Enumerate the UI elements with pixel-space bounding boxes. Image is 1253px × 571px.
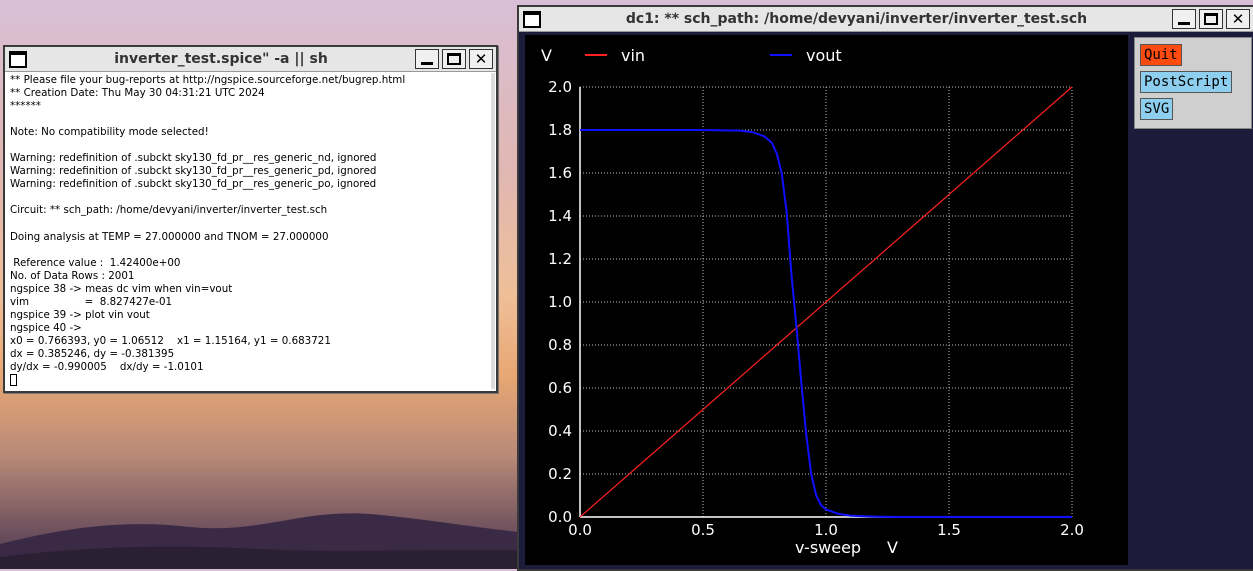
series-vout-line xyxy=(580,129,1072,518)
minimize-icon[interactable] xyxy=(415,49,439,69)
terminal-line xyxy=(10,218,491,231)
postscript-button[interactable]: PostScript xyxy=(1140,71,1233,93)
y-axis-label: V xyxy=(541,46,552,65)
terminal-line: dx = 0.385246, dy = -0.381395 xyxy=(10,347,175,360)
background-hills xyxy=(0,513,540,569)
terminal-line: dy/dx = -0.990005 dx/dy = -1.0101 xyxy=(10,361,204,374)
terminal-line: ****** xyxy=(10,100,41,113)
y-tick-label: 0.0 xyxy=(548,508,572,526)
terminal-line: ngspice 40 -> xyxy=(10,321,82,334)
series-vin-line xyxy=(579,86,1073,518)
y-tick-label: 1.2 xyxy=(548,250,572,268)
minimize-icon[interactable] xyxy=(1172,9,1196,29)
terminal-line: ** Please file your bug-reports at http:… xyxy=(10,74,406,86)
x-tick-label: 0.5 xyxy=(691,521,715,539)
y-tick-label: 0.6 xyxy=(548,379,572,397)
y-tick-label: 1.6 xyxy=(548,164,572,182)
window-menu-icon[interactable] xyxy=(9,50,27,68)
close-icon[interactable]: ✕ xyxy=(469,49,493,69)
x-axis-label: v-sweep xyxy=(795,538,861,557)
quit-button[interactable]: Quit xyxy=(1140,44,1182,66)
y-tick-label: 0.8 xyxy=(548,336,572,354)
maximize-icon[interactable] xyxy=(1199,9,1223,29)
terminal-line: ngspice 39 -> plot vin vout xyxy=(10,308,150,321)
terminal-cursor-line xyxy=(10,374,491,388)
x-tick-label: 0.0 xyxy=(568,521,592,539)
terminal-line: Warning: redefinition of .subckt sky130_… xyxy=(10,165,377,178)
plot-window[interactable]: dc1: ** sch_path: /home/devyani/inverter… xyxy=(517,5,1253,571)
terminal-line: Doing analysis at TEMP = 27.000000 and T… xyxy=(10,230,329,243)
y-tick-label: 2.0 xyxy=(548,78,572,96)
plot-area[interactable]: 0.0 0.5 1.0 1.5 2.0 0.0 0.2 0.4 0.6 0.8 1.0 1.2 1.4 1… xyxy=(525,35,1128,565)
terminal-line: Reference value : 1.42400e+00 xyxy=(10,256,181,269)
plot-button-panel: Quit PostScript SVG xyxy=(1134,37,1252,129)
plot-window-title: dc1: ** sch_path: /home/devyani/inverter… xyxy=(625,11,1088,27)
terminal-line: No. of Data Rows : 2001 xyxy=(10,269,135,282)
terminal-titlebar[interactable]: inverter_test.spice" -a || sh ✕ xyxy=(5,47,496,72)
maximize-icon[interactable] xyxy=(442,49,466,69)
terminal-line xyxy=(10,244,491,257)
terminal-title: inverter_test.spice" -a || sh xyxy=(114,51,328,67)
y-tick-label: 0.4 xyxy=(548,422,572,440)
y-tick-label: 0.2 xyxy=(548,465,572,483)
terminal-line: x0 = 0.766393, y0 = 1.06512 x1 = 1.15164… xyxy=(10,334,331,347)
terminal-line: ** Creation Date: Thu May 30 04:31:21 UT… xyxy=(10,87,265,100)
terminal-line xyxy=(10,113,491,126)
y-tick-label: 1.8 xyxy=(548,121,572,139)
x-tick-label: 2.0 xyxy=(1060,521,1084,539)
terminal-line: ngspice 38 -> meas dc vim when vin=vout xyxy=(10,282,233,295)
terminal-line: Circuit: ** sch_path: /home/devyani/inve… xyxy=(10,204,328,217)
legend-label-vout: vout xyxy=(806,46,842,65)
terminal-line: Note: No compatibility mode selected! xyxy=(10,126,209,139)
y-tick-label: 1.4 xyxy=(548,207,572,225)
dc-plot-chart[interactable]: 0.0 0.5 1.0 1.5 2.0 0.0 0.2 0.4 0.6 0.8 1.0 1.2 1.4 1… xyxy=(525,35,1128,565)
terminal-line: vim = 8.827427e-01 xyxy=(10,295,173,308)
terminal-window[interactable]: inverter_test.spice" -a || sh ✕ ** Pleas… xyxy=(3,45,498,393)
terminal-line: Warning: redefinition of .subckt sky130_… xyxy=(10,152,377,165)
text-cursor xyxy=(10,374,17,387)
terminal-scrollbar[interactable] xyxy=(491,73,495,389)
terminal-line xyxy=(10,191,491,204)
x-tick-label: 1.0 xyxy=(814,521,838,539)
x-axis-unit: V xyxy=(887,538,898,557)
terminal-line: Warning: redefinition of .subckt sky130_… xyxy=(10,178,377,191)
close-icon[interactable]: ✕ xyxy=(1226,9,1250,29)
x-tick-label: 1.5 xyxy=(937,521,961,539)
window-menu-icon[interactable] xyxy=(523,10,541,28)
terminal-output[interactable]: ** Please file your bug-reports at http:… xyxy=(5,72,496,388)
plot-titlebar[interactable]: dc1: ** sch_path: /home/devyani/inverter… xyxy=(519,7,1253,32)
terminal-line xyxy=(10,139,491,152)
svg-button[interactable]: SVG xyxy=(1140,98,1174,120)
y-tick-label: 1.0 xyxy=(548,293,572,311)
legend-label-vin: vin xyxy=(621,46,645,65)
